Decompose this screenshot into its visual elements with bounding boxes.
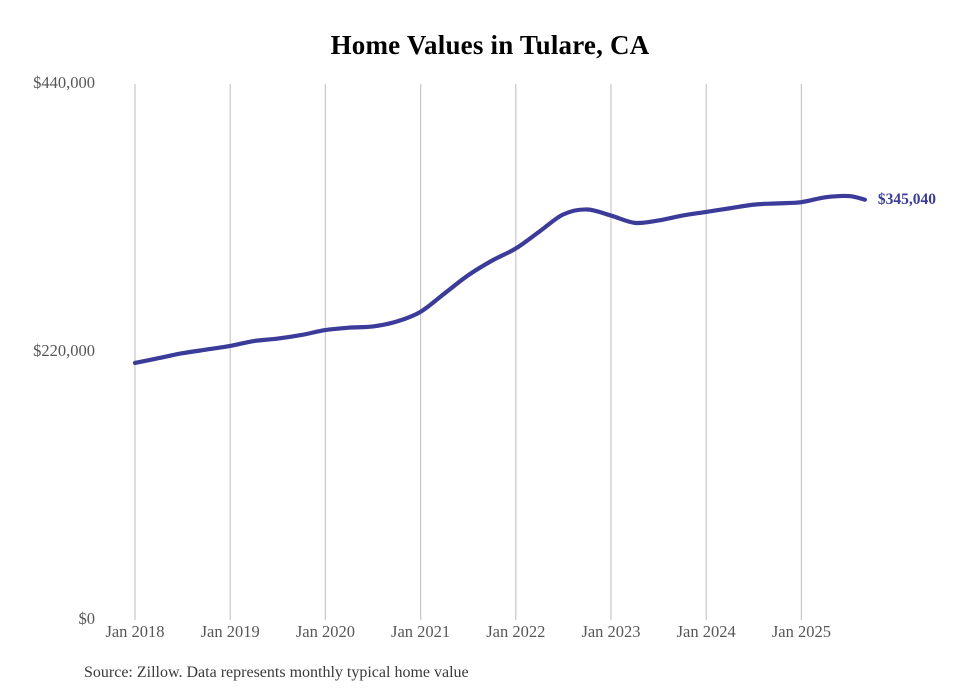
source-note: Source: Zillow. Data represents monthly … — [84, 664, 469, 681]
x-tick-label: Jan 2023 — [581, 622, 641, 641]
y-tick-label: $220,000 — [33, 341, 95, 360]
y-tick-label: $0 — [78, 609, 96, 628]
x-tick-label: Jan 2024 — [676, 622, 736, 641]
x-tick-label: Jan 2019 — [200, 622, 260, 641]
gridlines — [134, 84, 803, 620]
chart-title: Home Values in Tulare, CA — [330, 30, 650, 60]
x-tick-label: Jan 2022 — [486, 622, 546, 641]
value-line — [132, 193, 867, 366]
x-tick-label: Jan 2025 — [771, 622, 831, 641]
value-line-series — [132, 193, 867, 366]
x-tick-label: Jan 2021 — [391, 622, 451, 641]
end-value-annotation: $345,040 — [877, 190, 936, 208]
x-tick-label: Jan 2018 — [105, 622, 165, 641]
y-tick-label: $440,000 — [33, 73, 95, 92]
x-tick-label: Jan 2020 — [295, 622, 355, 641]
